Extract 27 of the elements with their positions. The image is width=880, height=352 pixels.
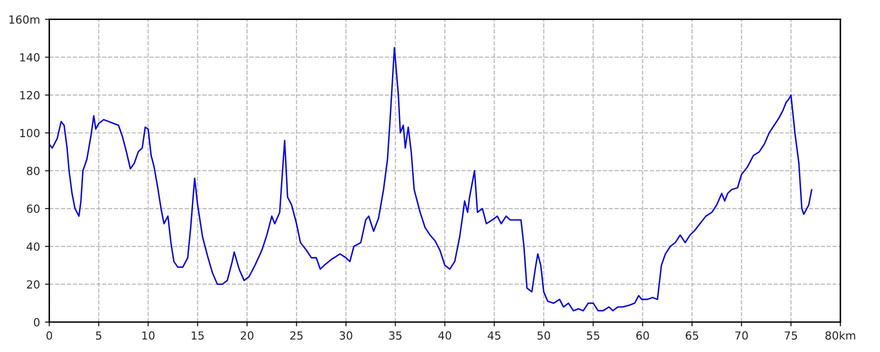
y-tick-label: 60	[26, 204, 40, 213]
x-tick-label: 0	[46, 331, 52, 340]
line-series	[49, 47, 812, 312]
y-tick-label: 20	[26, 280, 40, 289]
x-tick-label: 80km	[825, 331, 856, 340]
x-tick-label: 75	[784, 331, 798, 340]
x-tick-label: 60	[636, 331, 649, 340]
y-tick-label: 160m	[9, 15, 40, 24]
x-tick-label: 25	[290, 331, 303, 340]
x-tick-label: 45	[488, 331, 500, 340]
x-tick-label: 5	[96, 331, 102, 340]
y-tick-label: 0	[34, 318, 40, 326]
x-tick-label: 65	[686, 331, 698, 340]
y-tick-label: 140	[20, 53, 40, 62]
x-tick-label: 50	[538, 331, 550, 340]
y-tick-label: 120	[20, 91, 40, 100]
y-tick-label: 80	[26, 166, 40, 176]
x-tick-label: 40	[438, 331, 452, 340]
y-tick-label: 40	[26, 242, 40, 251]
x-tick-label: 70	[735, 331, 748, 340]
x-tick-label: 35	[389, 331, 402, 340]
y-tick-label: 100	[20, 128, 40, 138]
x-tick-label: 30	[340, 331, 352, 340]
x-tick-label: 10	[142, 331, 154, 340]
x-tick-label: 20	[240, 331, 254, 340]
x-tick-label: 15	[192, 331, 204, 340]
x-tick-label: 55	[586, 331, 600, 340]
